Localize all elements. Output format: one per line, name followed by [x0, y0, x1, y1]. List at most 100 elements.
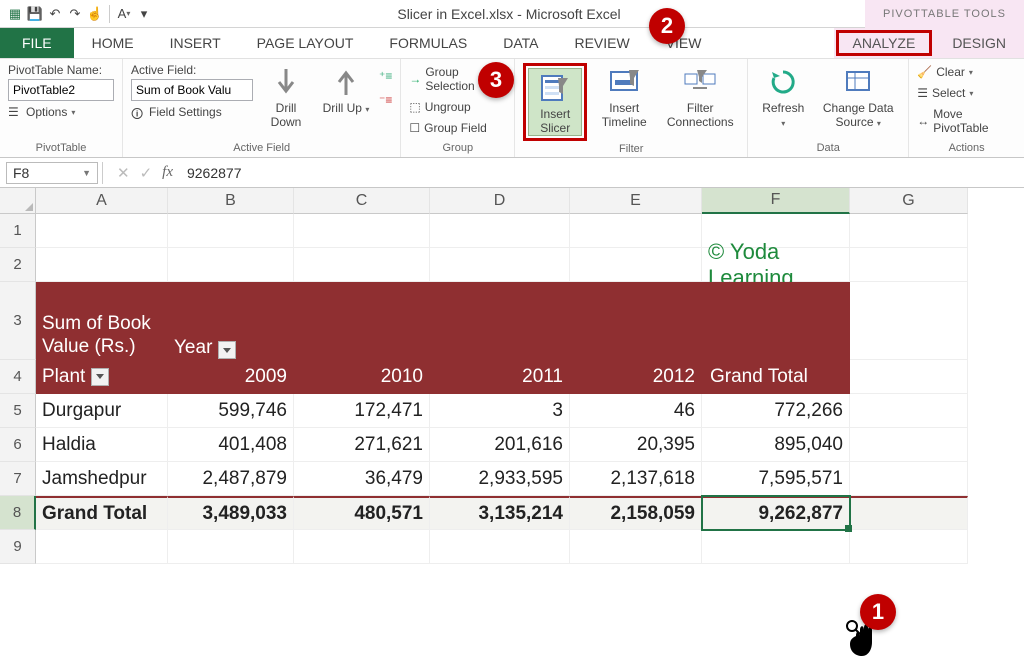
filter-dropdown-icon[interactable] [91, 368, 109, 386]
cell[interactable] [850, 248, 968, 282]
column-header[interactable]: C [294, 188, 430, 214]
cell[interactable] [850, 360, 968, 394]
cell[interactable] [850, 530, 968, 564]
column-header[interactable]: G [850, 188, 968, 214]
tab-insert[interactable]: INSERT [152, 28, 239, 58]
pivot-value[interactable]: 7,595,571 [702, 462, 850, 496]
pivot-row-label[interactable]: Haldia [36, 428, 168, 462]
tab-formulas[interactable]: FORMULAS [371, 28, 485, 58]
field-settings-button[interactable]: 🛈Field Settings [131, 103, 253, 121]
cell[interactable] [168, 248, 294, 282]
name-box[interactable]: F8▼ [6, 162, 98, 184]
tab-home[interactable]: HOME [74, 28, 152, 58]
cell[interactable] [702, 282, 850, 360]
cell[interactable] [430, 282, 570, 360]
pivot-value[interactable]: 599,746 [168, 394, 294, 428]
formula-input[interactable] [183, 165, 1024, 181]
font-size-dropdown-icon[interactable]: A▾ [115, 5, 133, 23]
row-header[interactable]: 5 [0, 394, 36, 428]
cell[interactable] [168, 214, 294, 248]
pivot-value[interactable]: 2,487,879 [168, 462, 294, 496]
pivot-row-field[interactable]: Plant [36, 360, 168, 394]
insert-timeline-button[interactable]: Insert Timeline [593, 63, 655, 129]
row-header[interactable]: 6 [0, 428, 36, 462]
filter-connections-button[interactable]: Filter Connections [661, 63, 739, 129]
cell[interactable] [430, 248, 570, 282]
cell[interactable] [570, 214, 702, 248]
enter-formula-icon[interactable]: ✓ [140, 164, 153, 182]
move-pivottable-button[interactable]: ↔Move PivotTable [917, 105, 1016, 137]
cell[interactable] [294, 530, 430, 564]
tab-analyze[interactable]: ANALYZE [836, 30, 933, 56]
select-button[interactable]: ☰Select ▾ [917, 84, 973, 102]
pivot-value[interactable]: 2,137,618 [570, 462, 702, 496]
cell[interactable] [36, 530, 168, 564]
cell[interactable] [294, 248, 430, 282]
cell[interactable] [294, 214, 430, 248]
column-header[interactable]: E [570, 188, 702, 214]
cell[interactable] [850, 394, 968, 428]
pivot-column-field[interactable]: Year [168, 282, 294, 360]
cell[interactable] [850, 496, 968, 530]
tab-data[interactable]: DATA [485, 28, 556, 58]
row-header[interactable]: 8 [0, 496, 36, 530]
filter-dropdown-icon[interactable] [218, 341, 236, 359]
options-button[interactable]: ☰Options ▾ [8, 103, 75, 121]
tab-review[interactable]: REVIEW [556, 28, 647, 58]
pivot-grand-total-value[interactable]: 480,571 [294, 496, 430, 530]
pivot-value[interactable]: 401,408 [168, 428, 294, 462]
pivot-value[interactable]: 20,395 [570, 428, 702, 462]
row-header[interactable]: 9 [0, 530, 36, 564]
cell[interactable] [850, 282, 968, 360]
cell[interactable] [430, 214, 570, 248]
cell[interactable] [168, 530, 294, 564]
pivottable-name-input[interactable] [8, 79, 114, 101]
cell[interactable] [570, 282, 702, 360]
active-field-input[interactable] [131, 79, 253, 101]
pivot-grand-total-value[interactable]: 3,489,033 [168, 496, 294, 530]
tab-design[interactable]: DESIGN [934, 28, 1024, 58]
cell[interactable] [294, 282, 430, 360]
pivot-row-label[interactable]: Durgapur [36, 394, 168, 428]
drill-up-button[interactable]: Drill Up ▾ [319, 63, 373, 115]
ungroup-button[interactable]: ⬚Ungroup [409, 98, 470, 116]
pivot-grand-total-value[interactable]: 3,135,214 [430, 496, 570, 530]
column-header[interactable]: F [702, 188, 850, 214]
cell[interactable] [702, 530, 850, 564]
selected-cell[interactable]: 9,262,877 [702, 496, 850, 530]
touch-mode-icon[interactable]: ☝ [86, 5, 104, 23]
column-header[interactable]: B [168, 188, 294, 214]
change-data-source-button[interactable]: Change Data Source ▾ [816, 63, 900, 129]
cell[interactable] [430, 530, 570, 564]
insert-slicer-button[interactable]: Insert Slicer [528, 68, 582, 136]
drill-down-button[interactable]: Drill Down [259, 63, 313, 129]
redo-icon[interactable]: ↷ [66, 5, 84, 23]
pivot-value[interactable]: 36,479 [294, 462, 430, 496]
row-header[interactable]: 7 [0, 462, 36, 496]
collapse-field-icon[interactable]: ⁻≡ [379, 91, 392, 109]
row-header[interactable]: 4 [0, 360, 36, 394]
pivot-value[interactable]: 2,933,595 [430, 462, 570, 496]
cell[interactable] [36, 248, 168, 282]
pivot-value[interactable]: 271,621 [294, 428, 430, 462]
sysmenu-icon[interactable]: ▦ [6, 5, 24, 23]
cell[interactable] [850, 428, 968, 462]
pivot-value[interactable]: 201,616 [430, 428, 570, 462]
cell[interactable] [850, 462, 968, 496]
row-header[interactable]: 3 [0, 282, 36, 360]
file-tab[interactable]: FILE [0, 28, 74, 58]
pivot-grand-total-value[interactable]: 2,158,059 [570, 496, 702, 530]
select-all-corner[interactable] [0, 188, 36, 214]
cancel-formula-icon[interactable]: ✕ [117, 164, 130, 182]
clear-button[interactable]: 🧹Clear ▾ [917, 63, 973, 81]
tab-page-layout[interactable]: PAGE LAYOUT [239, 28, 372, 58]
pivot-grand-total-label[interactable]: Grand Total [36, 496, 168, 530]
pivot-value[interactable]: 172,471 [294, 394, 430, 428]
pivot-row-label[interactable]: Jamshedpur [36, 462, 168, 496]
undo-icon[interactable]: ↶ [46, 5, 64, 23]
group-field-button[interactable]: ☐Group Field [409, 119, 486, 137]
cell[interactable] [36, 214, 168, 248]
refresh-button[interactable]: Refresh▾ [756, 63, 810, 129]
pivot-value[interactable]: 3 [430, 394, 570, 428]
expand-field-icon[interactable]: ⁺≡ [379, 67, 392, 85]
